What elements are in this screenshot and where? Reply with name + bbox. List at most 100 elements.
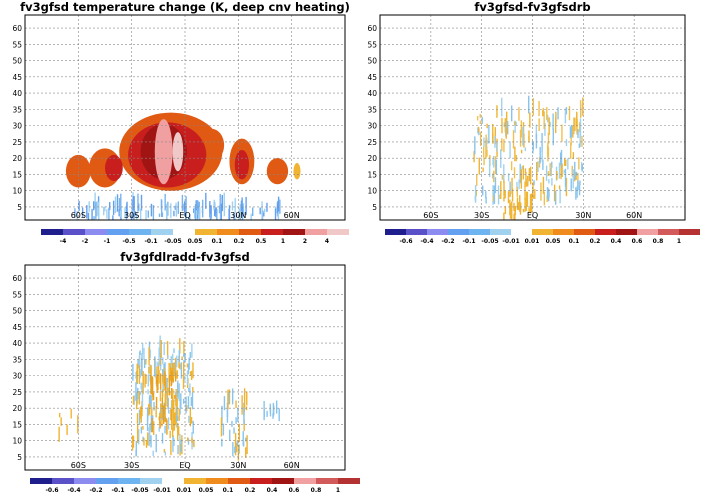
data-cell [482,167,484,172]
data-cell [534,189,536,200]
data-cell [524,147,527,152]
data-cell [164,451,167,456]
data-cell [161,397,164,408]
data-cell [165,203,168,220]
data-cell [141,401,143,417]
data-cell [520,149,523,154]
data-cell [492,200,494,205]
chart-panel-2: fv3gfsd-fv3gfsdrb 5 10 15 20 25 30 35 40 45 50 55 60… [367,0,700,245]
data-cell [482,147,485,158]
data-cell [219,210,222,220]
y-tick-label: 10 [367,187,377,196]
data-cell [159,366,162,371]
y-tick-label: 50 [12,307,22,316]
data-cell [148,427,150,447]
chart-title: fv3gfsd-fv3gfsdrb [474,0,590,14]
data-cell [487,140,489,144]
data-cell [532,148,534,154]
data-cell [514,205,517,216]
colorbar-label: -0.1 [111,487,124,494]
data-cell [195,200,197,211]
data-cell [162,357,164,365]
data-cell [487,125,490,142]
data-cell [174,395,176,399]
data-cell [535,133,538,149]
data-cell [250,213,252,220]
data-cell [163,342,165,356]
data-cell [229,429,231,441]
data-cell [94,192,96,209]
data-cell [529,112,531,128]
data-cell [559,152,562,166]
data-cell [95,202,97,220]
data-cell [496,105,498,118]
data-cell [263,210,265,215]
data-cell [196,200,199,215]
colorbar-label: 0.1 [569,238,580,245]
colorbar-swatch [85,229,107,235]
data-cell [528,95,530,114]
data-cell [554,190,557,205]
data-cell [518,179,520,190]
data-cell [263,208,266,213]
data-cell [269,408,272,417]
data-cell [150,414,153,433]
data-cell [514,120,516,133]
data-cell [565,107,568,115]
data-cell [278,408,280,422]
data-cell [515,121,517,126]
data-cell [221,405,223,425]
colorbar-label: -0.01 [502,238,519,245]
data-cell [131,199,133,218]
colorbar-swatch [553,229,574,235]
data-cell [520,169,523,189]
data-cell [486,123,488,129]
data-cell [272,405,275,416]
data-cell [528,207,530,213]
data-cell [161,212,164,218]
data-cell [173,362,176,375]
data-cell [175,205,178,217]
data-region [234,150,249,180]
data-cell [161,418,163,427]
y-tick-label: 5 [17,453,22,462]
data-cell [93,216,95,220]
y-tick-label: 40 [12,339,22,348]
data-cell [136,396,139,404]
data-cell [173,210,175,217]
data-cell [501,97,503,117]
data-cell [187,396,190,409]
data-cell [574,161,576,180]
colorbar-label: -2 [82,238,89,245]
data-cell [221,194,224,212]
data-cell [571,165,573,177]
data-cell [546,107,548,121]
data-cell [488,159,491,177]
data-cell [575,171,578,176]
data-cell [188,415,190,423]
data-cell [579,180,581,186]
data-cell [175,398,177,406]
data-cell [157,362,160,378]
data-cell [564,168,567,187]
data-cell [512,130,515,149]
data-cell [177,201,179,214]
data-cell [234,446,236,454]
data-cell [509,191,511,198]
colorbar-swatch [96,478,118,484]
data-cell [166,341,169,360]
data-cell [493,170,495,183]
data-cell [483,137,485,148]
data-cell [81,207,84,218]
data-cell [180,362,183,379]
data-cell [176,416,179,422]
data-cell [522,122,525,137]
colorbar-swatch [327,229,349,235]
data-cell [252,207,254,217]
data-cell [266,410,268,417]
colorbar-label: 0.05 [188,238,203,245]
colorbar-swatch [427,229,448,235]
data-cell [238,423,241,443]
colorbar-swatch [173,229,195,235]
data-cell [158,370,160,384]
